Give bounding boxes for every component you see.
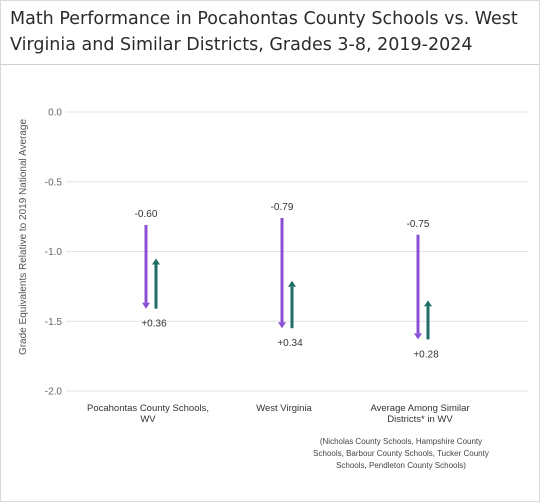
- title-divider: [0, 64, 540, 65]
- decline-arrow-head: [414, 333, 422, 340]
- recovery-arrow: [288, 280, 296, 329]
- x-category-labels: Pocahontas County Schools,WV West Virgini…: [87, 403, 470, 425]
- recovery-arrow-head: [152, 258, 160, 265]
- x-category-label: WV: [140, 414, 156, 425]
- decline-arrow: [278, 218, 286, 329]
- y-axis-title: Grade Equivalents Relative to 2019 Natio…: [18, 119, 29, 356]
- x-category-label: West Virginia: [256, 403, 312, 414]
- decline-value-label: -0.79: [271, 202, 294, 213]
- decline-arrow-head: [142, 302, 150, 309]
- y-tick-label: 0.0: [48, 108, 62, 119]
- recovery-value-label: +0.34: [277, 338, 303, 349]
- recovery-arrow-head: [424, 300, 432, 307]
- recovery-arrow: [152, 258, 160, 309]
- decline-arrow: [142, 224, 150, 309]
- decline-value-label: -0.75: [407, 219, 430, 230]
- y-tick-label: -1.5: [45, 317, 63, 328]
- recovery-value-label: +0.28: [413, 349, 439, 360]
- y-tick-label: -0.5: [45, 177, 63, 188]
- y-tick-label: -1.0: [45, 247, 63, 258]
- arrow-marks: -0.60 +0.36 -0.79 +0.34 -0.75 +0.28: [135, 202, 439, 360]
- decline-arrow: [414, 234, 422, 340]
- chart-title: Math Performance in Pocahontas County Sc…: [10, 9, 518, 55]
- grid-lines: [66, 111, 528, 392]
- x-category-label: Pocahontas County Schools,: [87, 403, 209, 414]
- similar-districts-footnote: (Nicholas County Schools, Hampshire Coun…: [313, 437, 489, 470]
- decline-arrow-head: [278, 322, 286, 329]
- recovery-arrow: [424, 300, 432, 340]
- decline-value-label: -0.60: [135, 209, 158, 220]
- recovery-value-label: +0.36: [141, 319, 167, 330]
- x-category-label: Average Among Similar: [370, 403, 469, 414]
- y-tick-labels: 0.0 -0.5 -1.0 -1.5 -2.0: [45, 108, 63, 398]
- recovery-arrow-head: [288, 280, 296, 287]
- x-category-label: Districts* in WV: [387, 414, 453, 425]
- y-tick-label: -2.0: [45, 387, 63, 398]
